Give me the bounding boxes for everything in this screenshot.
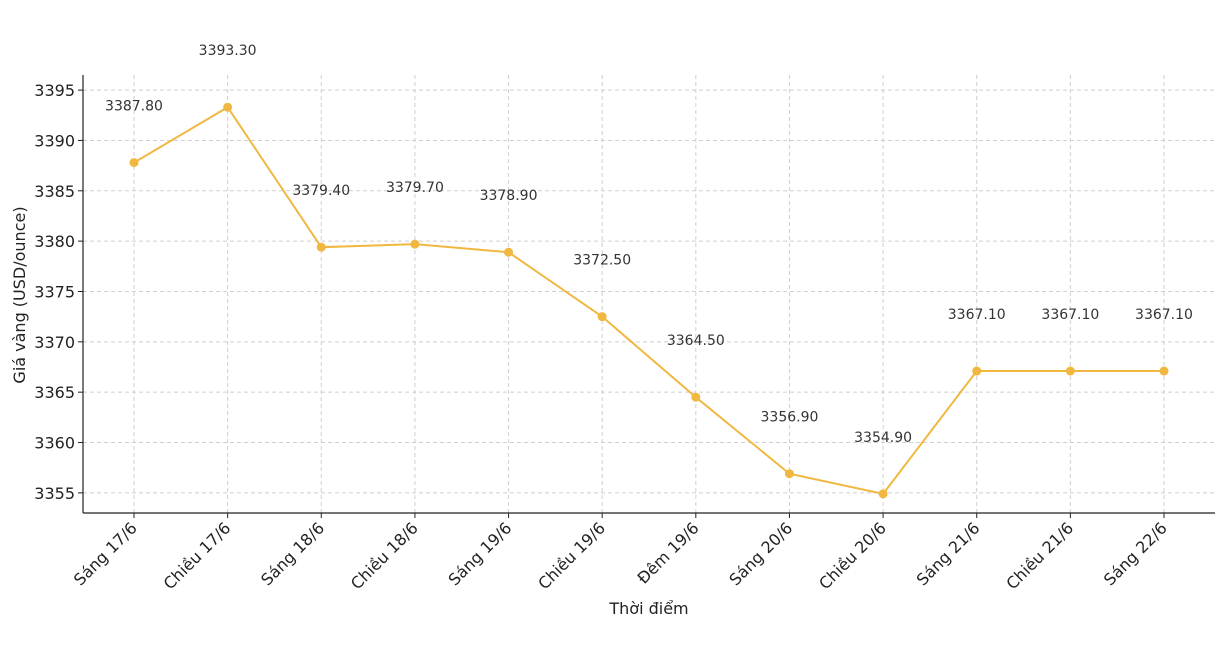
x-tick-label: Chiều 17/6 xyxy=(160,518,235,593)
x-tick-label: Đêm 19/6 xyxy=(633,518,702,587)
x-tick-label: Sáng 22/6 xyxy=(1100,518,1171,589)
data-point xyxy=(597,312,607,322)
data-point xyxy=(316,242,326,252)
data-label: 3379.70 xyxy=(386,180,444,196)
x-tick-label: Sáng 17/6 xyxy=(70,518,141,589)
data-point xyxy=(129,158,139,168)
data-point xyxy=(691,392,701,402)
data-point xyxy=(1065,366,1075,376)
grid xyxy=(83,75,1215,513)
x-axis-title: Thời điểm xyxy=(608,599,688,618)
data-label: 3367.10 xyxy=(1135,307,1193,323)
y-tick-label: 3370 xyxy=(34,333,75,352)
data-label: 3356.90 xyxy=(761,410,819,426)
series xyxy=(133,105,1164,495)
y-tick-label: 3360 xyxy=(34,434,75,453)
x-tick-label: Chiều 19/6 xyxy=(534,518,609,593)
y-tick-label: 3390 xyxy=(34,131,75,150)
y-tick-label: 3355 xyxy=(34,484,75,503)
x-tick-label: Sáng 19/6 xyxy=(444,518,515,589)
y-ticks: 3355 3360 3365 3370 3375 3380 3385 3390 3395 xyxy=(34,81,83,503)
x-tick-label: Sáng 20/6 xyxy=(725,518,796,589)
x-tick-label: Chiều 20/6 xyxy=(815,518,890,593)
data-point xyxy=(504,247,514,257)
x-tick-label: Chiều 21/6 xyxy=(1002,518,1077,593)
x-tick-label: Sáng 18/6 xyxy=(257,518,328,589)
data-point xyxy=(784,469,794,479)
y-axis-title: Giá vàng (USD/ounce) xyxy=(10,206,29,383)
data-point xyxy=(410,239,420,249)
data-label: 3364.50 xyxy=(667,333,725,349)
data-points xyxy=(129,102,1169,499)
data-label: 3387.80 xyxy=(105,99,163,115)
x-tick-label: Sáng 21/6 xyxy=(913,518,984,589)
data-labels: 3387.80 3393.30 3379.40 3379.70 3378.90 3372.… xyxy=(105,43,1193,446)
y-tick-label: 3380 xyxy=(34,232,75,251)
data-label: 3379.40 xyxy=(292,183,350,199)
data-label: 3372.50 xyxy=(573,253,631,269)
x-tick-label: Chiều 18/6 xyxy=(347,518,422,593)
data-point xyxy=(972,366,982,376)
data-point xyxy=(878,489,888,499)
axes xyxy=(82,75,1215,514)
y-tick-label: 3395 xyxy=(34,81,75,100)
data-label: 3393.30 xyxy=(199,43,257,59)
data-label: 3378.90 xyxy=(480,188,538,204)
data-point xyxy=(1159,366,1169,376)
x-ticks: Sáng 17/6 Chiều 17/6 Sáng 18/6 Chiều 18/6 Sá… xyxy=(70,513,1171,593)
data-label: 3367.10 xyxy=(948,307,1006,323)
data-label: 3354.90 xyxy=(854,430,912,446)
data-label: 3367.10 xyxy=(1041,307,1099,323)
y-tick-label: 3385 xyxy=(34,182,75,201)
series-line-gold-price xyxy=(133,105,1164,495)
y-tick-label: 3365 xyxy=(34,383,75,402)
data-point xyxy=(223,102,233,112)
y-tick-label: 3375 xyxy=(34,282,75,301)
